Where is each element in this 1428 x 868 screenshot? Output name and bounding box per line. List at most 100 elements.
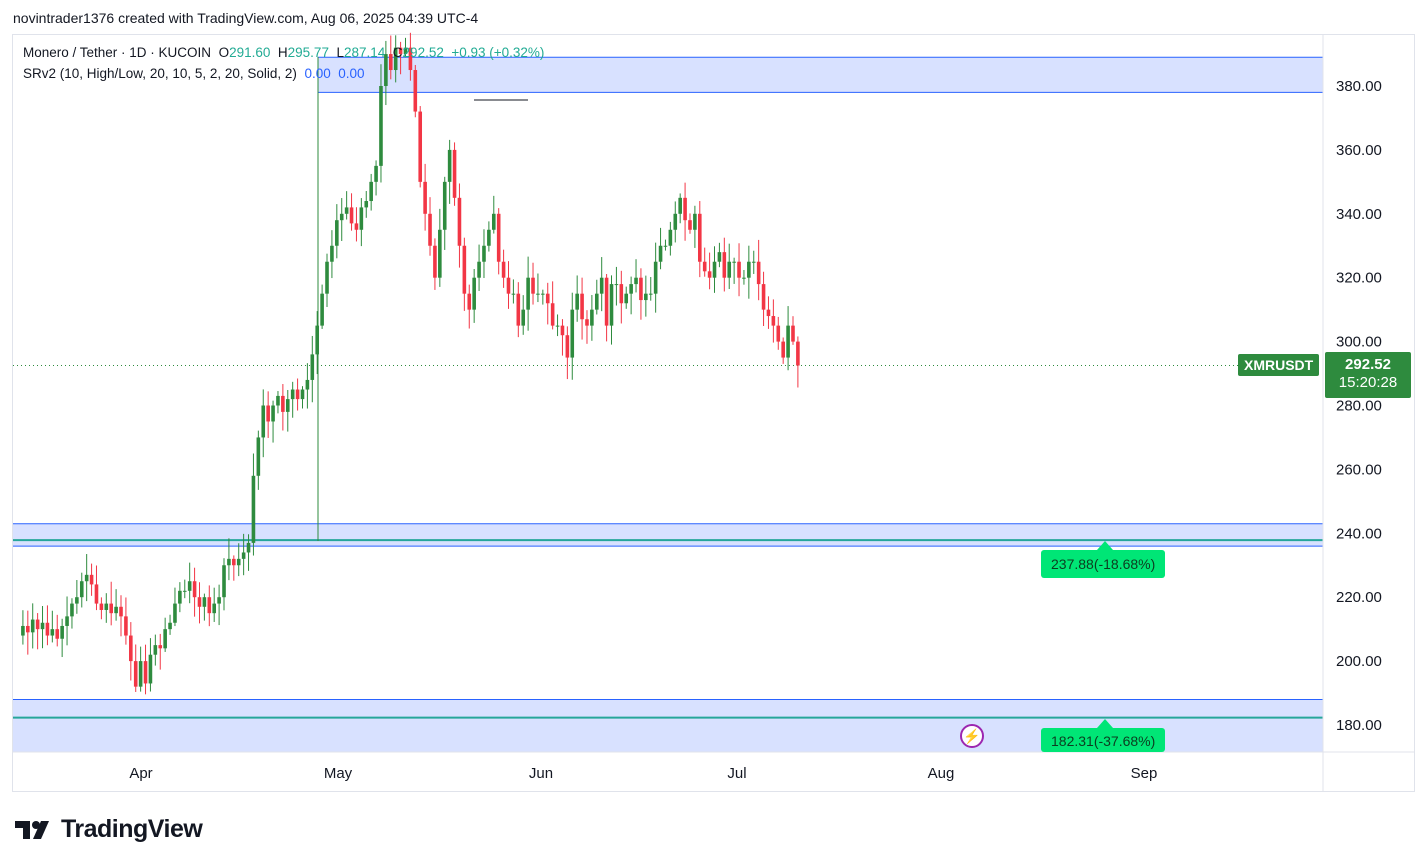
candle <box>330 230 334 279</box>
candle <box>663 239 668 251</box>
lightning-icon[interactable]: ⚡ <box>960 724 984 748</box>
indicator-value-2: 0.00 <box>338 66 365 81</box>
candle <box>496 208 501 275</box>
candle-body <box>99 603 104 610</box>
candle-body <box>310 354 315 380</box>
candle <box>413 64 418 118</box>
legend-high: 295.77 <box>287 45 329 60</box>
candle-body <box>516 293 521 326</box>
indicator-name[interactable]: SRv2 (10, High/Low, 20, 10, 5, 2, 20, So… <box>23 66 297 81</box>
candle <box>393 35 398 83</box>
candle <box>305 363 310 409</box>
candle-body <box>271 405 275 422</box>
chart-frame[interactable] <box>12 34 1415 792</box>
candle <box>227 538 231 581</box>
candle-body <box>668 229 673 246</box>
candle-body <box>45 622 50 636</box>
candle-body <box>232 558 236 566</box>
candle <box>285 389 290 432</box>
candle <box>124 597 128 645</box>
candle <box>452 142 457 206</box>
candle <box>570 292 575 380</box>
candle-body <box>423 181 427 214</box>
candle-body <box>364 201 369 208</box>
legend-low-label: L <box>336 45 344 60</box>
candle-body <box>609 284 614 326</box>
candle <box>290 381 295 418</box>
candle-body <box>531 277 535 294</box>
bar-countdown: 15:20:28 <box>1338 374 1398 391</box>
candle-body <box>320 293 324 326</box>
candle <box>575 275 579 322</box>
x-tick-label: Sep <box>1131 765 1158 782</box>
candle <box>84 554 89 602</box>
candle <box>138 646 143 692</box>
candle <box>212 587 216 622</box>
candle-body <box>192 581 197 598</box>
candle <box>148 638 153 692</box>
candle-body <box>751 261 756 263</box>
candle-body <box>30 619 35 633</box>
candle <box>315 311 320 375</box>
y-tick-label: 180.00 <box>1336 717 1382 734</box>
candle-body <box>560 325 565 336</box>
candle-body <box>168 622 172 630</box>
candle <box>55 614 60 647</box>
legend-symbol[interactable]: Monero / Tether · 1D · KUCOIN <box>23 45 212 60</box>
candle <box>639 268 643 320</box>
candle-body <box>496 213 501 262</box>
candle-body <box>433 245 437 278</box>
candle-body <box>207 597 212 614</box>
legend-close-label: C <box>392 45 403 60</box>
candle <box>70 598 74 629</box>
candle <box>732 257 736 284</box>
candle <box>384 40 388 106</box>
candle <box>153 634 158 666</box>
candle <box>742 270 746 285</box>
candle-body <box>599 277 604 294</box>
candle <box>60 618 64 658</box>
candle <box>477 244 481 291</box>
candle <box>207 585 212 627</box>
candle <box>295 378 300 411</box>
sr-zone[interactable] <box>13 523 1323 547</box>
tradingview-logo[interactable]: TradingView <box>15 815 203 844</box>
candle-body <box>477 261 481 278</box>
candle-body <box>619 284 624 304</box>
candle-body <box>722 252 727 278</box>
candle-body <box>241 552 246 559</box>
candle-body <box>575 293 579 310</box>
candle-body <box>256 437 261 476</box>
candle <box>89 563 94 596</box>
candle <box>197 582 202 624</box>
candle <box>501 249 506 288</box>
candles-layer <box>21 32 800 695</box>
candle <box>320 284 324 329</box>
candle <box>276 391 280 414</box>
candle-body <box>521 309 526 326</box>
candle <box>457 183 462 268</box>
candle-body <box>536 293 540 295</box>
candle-body <box>580 293 584 320</box>
candle <box>791 316 795 345</box>
candle <box>786 306 790 371</box>
chart-legend-ohlc: Monero / Tether · 1D · KUCOIN O291.60 H2… <box>23 45 544 60</box>
sr-zone[interactable] <box>318 57 1323 93</box>
candle-body <box>163 629 167 649</box>
candle <box>550 281 555 330</box>
candle <box>222 558 226 611</box>
target-label-lower: 182.31(-37.68%) <box>1041 728 1166 752</box>
candle-body <box>65 616 69 626</box>
candle-body <box>388 54 393 71</box>
candle-body <box>457 197 462 246</box>
candle <box>727 243 732 290</box>
candle <box>158 633 163 670</box>
candle-body <box>737 261 741 278</box>
candle <box>594 279 599 315</box>
candle-body <box>60 625 64 639</box>
axis-layer: 380.00 360.00 340.00 320.00 300.00 280.00 260.… <box>13 35 1414 792</box>
tradingview-logo-icon <box>15 820 49 839</box>
candle <box>163 617 167 652</box>
candle-body <box>89 574 94 585</box>
